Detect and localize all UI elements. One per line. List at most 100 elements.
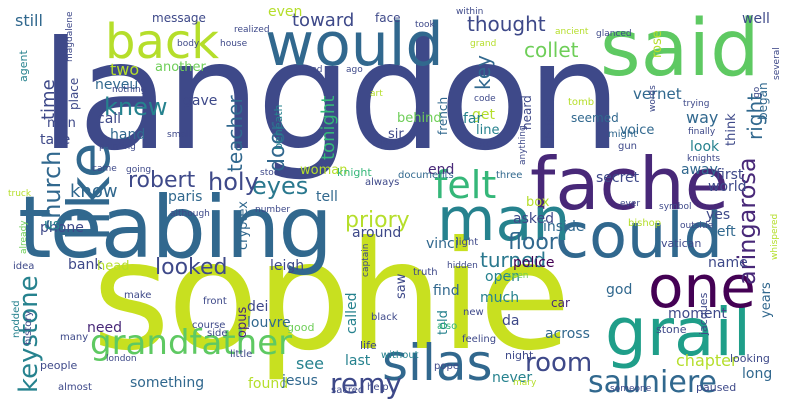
word-symbol: symbol — [659, 202, 692, 212]
word-seen: seen — [507, 271, 529, 281]
word-moved: moved — [374, 138, 405, 148]
word-sauniere: sauniere — [588, 365, 717, 400]
word-course: course — [192, 320, 226, 331]
word-teacher: teacher — [223, 95, 247, 172]
word-one: one — [648, 253, 756, 321]
word-inside: inside — [543, 219, 585, 235]
word-louvre: louvre — [247, 315, 291, 331]
word-moment: moment — [668, 306, 727, 322]
word-always: always — [365, 177, 400, 188]
word-history: history — [23, 310, 34, 345]
word-realized: realized — [234, 25, 270, 35]
word-also: also — [437, 321, 458, 332]
word-side: side — [207, 328, 228, 339]
word-men: men — [47, 116, 76, 131]
word-mary: mary — [513, 378, 537, 388]
word-phone: phone — [40, 220, 84, 236]
word-number: number — [255, 205, 291, 215]
word-teabing: teabing — [18, 178, 333, 278]
word-sacred: sacred — [331, 385, 365, 396]
word-nodded: nodded — [11, 300, 22, 338]
word-collet: collet — [524, 38, 579, 62]
word-even: even — [268, 4, 303, 20]
word-god: god — [606, 282, 633, 298]
word-pope: pope — [434, 361, 459, 372]
word-thought: thought — [467, 12, 546, 36]
word-look: look — [690, 139, 720, 155]
word-nothing: nothing — [112, 85, 147, 95]
word-way: way — [686, 108, 719, 127]
word-might: might — [608, 129, 638, 140]
word-agent: agent — [17, 50, 30, 82]
word-never: never — [492, 370, 533, 386]
word-cryptex: cryptex — [236, 201, 251, 250]
word-many: many — [60, 332, 89, 343]
word-finally: finally — [688, 127, 716, 137]
word-glanced: glanced — [596, 29, 632, 39]
word-called: called — [344, 292, 360, 334]
word-fache: fache — [530, 142, 729, 226]
word-front: front — [203, 296, 227, 307]
word-ancient: ancient — [555, 27, 589, 37]
word-neveu: neveu — [95, 77, 139, 93]
word-world: world — [708, 179, 747, 195]
word-two: two — [110, 60, 140, 79]
word-floor: floor — [508, 230, 558, 255]
word-see: see — [296, 354, 325, 373]
word-woman: woman — [300, 163, 348, 178]
word-seemed: seemed — [571, 111, 619, 125]
word-several: several — [772, 47, 782, 80]
word-captain: captain — [361, 243, 371, 277]
word-call: call — [97, 111, 122, 127]
word-need: need — [87, 320, 122, 336]
word-outside: outside — [680, 221, 714, 231]
word-man: man — [437, 185, 571, 255]
word-silas: silas — [382, 334, 493, 392]
word-idea: idea — [13, 261, 35, 272]
word-bank: bank — [68, 257, 103, 273]
word-much: much — [480, 290, 520, 306]
word-chapter: chapter — [676, 351, 738, 370]
word-something: something — [130, 375, 205, 391]
word-robert: robert — [128, 168, 196, 193]
word-secret: secret — [596, 170, 640, 186]
word-car: car — [551, 296, 570, 310]
word-almost: almost — [58, 382, 92, 393]
word-bishop: bishop — [628, 218, 662, 229]
word-make: make — [124, 290, 152, 301]
word-hidden: hidden — [447, 261, 478, 271]
word-back: back — [105, 14, 220, 70]
word-three: three — [496, 170, 523, 181]
word-know: know — [70, 181, 118, 202]
word-away: away — [681, 162, 718, 178]
word-across: across — [545, 326, 590, 342]
word-stared: stared — [294, 65, 323, 75]
word-words: words — [648, 85, 658, 112]
word-good: good — [287, 321, 315, 334]
word-could: could — [555, 199, 723, 272]
word-said: said — [600, 4, 760, 94]
word-grandfather: grandfather — [90, 323, 293, 363]
word-vernet: vernet — [633, 85, 682, 103]
word-end: end — [428, 162, 455, 178]
word-eyes: eyes — [252, 172, 309, 200]
word-feeling: feeling — [462, 334, 497, 345]
word-sir: sir — [388, 127, 404, 142]
word-grail: grail — [605, 294, 752, 371]
word-tell: tell — [316, 189, 338, 205]
word-priory: priory — [345, 208, 410, 233]
word-help: help — [367, 382, 389, 393]
word-another: another — [155, 60, 206, 75]
word-ever: ever — [620, 199, 641, 209]
word-go: go — [752, 86, 762, 98]
word-message: message — [152, 11, 206, 25]
word-ago: ago — [346, 65, 363, 75]
word-key: key — [471, 54, 495, 90]
word-turned: turned — [480, 248, 547, 272]
word-jesus: jesus — [282, 373, 318, 389]
word-voice: voice — [620, 123, 655, 138]
word-time: time — [38, 79, 59, 120]
word-paris: paris — [168, 189, 203, 205]
word-french: french — [436, 96, 450, 135]
